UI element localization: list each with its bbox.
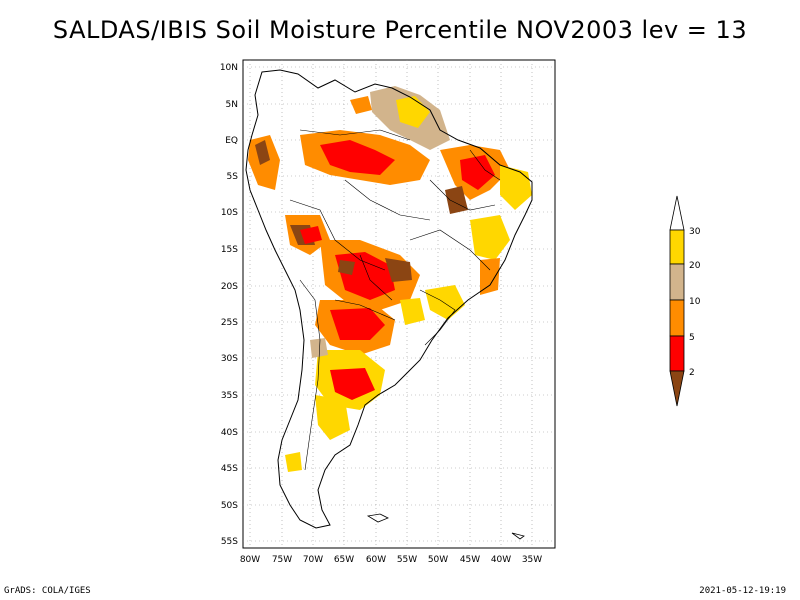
lat-label: 45S [221, 464, 238, 474]
colorbar-bin-yellow [669, 229, 685, 265]
lat-label: 10S [221, 208, 238, 218]
lat-label: 5N [226, 100, 238, 110]
footer-timestamp: 2021-05-12-19:19 [699, 586, 786, 596]
lon-label: 75W [272, 555, 292, 565]
soil-moisture-field [248, 86, 532, 472]
colorbar-bin-tan [669, 263, 685, 301]
lon-label: 50W [428, 555, 448, 565]
colorbar-label: 20 [689, 261, 701, 271]
colorbar-bin-red [669, 335, 685, 372]
latitude-labels: 10N 5N EQ 5S 10S 15S 20S 25S 30S 35S 40S… [220, 63, 238, 547]
lat-label: 25S [221, 318, 238, 328]
colorbar-label: 30 [689, 227, 701, 237]
lon-label: 70W [303, 555, 323, 565]
lon-label: 45W [460, 555, 480, 565]
colorbar-top-arrow [669, 195, 685, 231]
colorbar-bin-orange [669, 299, 685, 337]
south-georgia [511, 532, 525, 540]
colorbar-label: 10 [689, 297, 701, 307]
colorbar-legend: 30 20 10 5 2 [669, 195, 701, 407]
lon-label: 80W [240, 555, 260, 565]
colorbar-label: 2 [689, 368, 695, 378]
lat-label: 55S [221, 537, 238, 547]
lon-label: 55W [397, 555, 417, 565]
chart-title: SALDAS/IBIS Soil Moisture Percentile NOV… [52, 16, 748, 44]
longitude-labels: 80W 75W 70W 65W 60W 55W 50W 45W 40W 35W [240, 555, 542, 565]
footer-credit: GrADS: COLA/IGES [4, 586, 91, 596]
lat-label: 30S [221, 354, 238, 364]
lon-label: 35W [522, 555, 542, 565]
lat-label: EQ [225, 136, 238, 146]
colorbar-label: 5 [689, 333, 695, 343]
country-borders [289, 129, 501, 471]
lat-label: 15S [221, 245, 238, 255]
lat-label: 40S [221, 428, 238, 438]
lon-label: 60W [366, 555, 386, 565]
lat-label: 35S [221, 391, 238, 401]
colorbar-bottom-arrow [669, 370, 685, 407]
lon-label: 65W [334, 555, 354, 565]
lon-label: 40W [491, 555, 511, 565]
lat-label: 5S [227, 172, 239, 182]
lat-label: 10N [220, 63, 238, 73]
falkland-islands [366, 513, 389, 523]
map-frame [242, 59, 556, 549]
coastline [245, 69, 533, 529]
lat-label: 20S [221, 282, 238, 292]
lat-label: 50S [221, 501, 238, 511]
